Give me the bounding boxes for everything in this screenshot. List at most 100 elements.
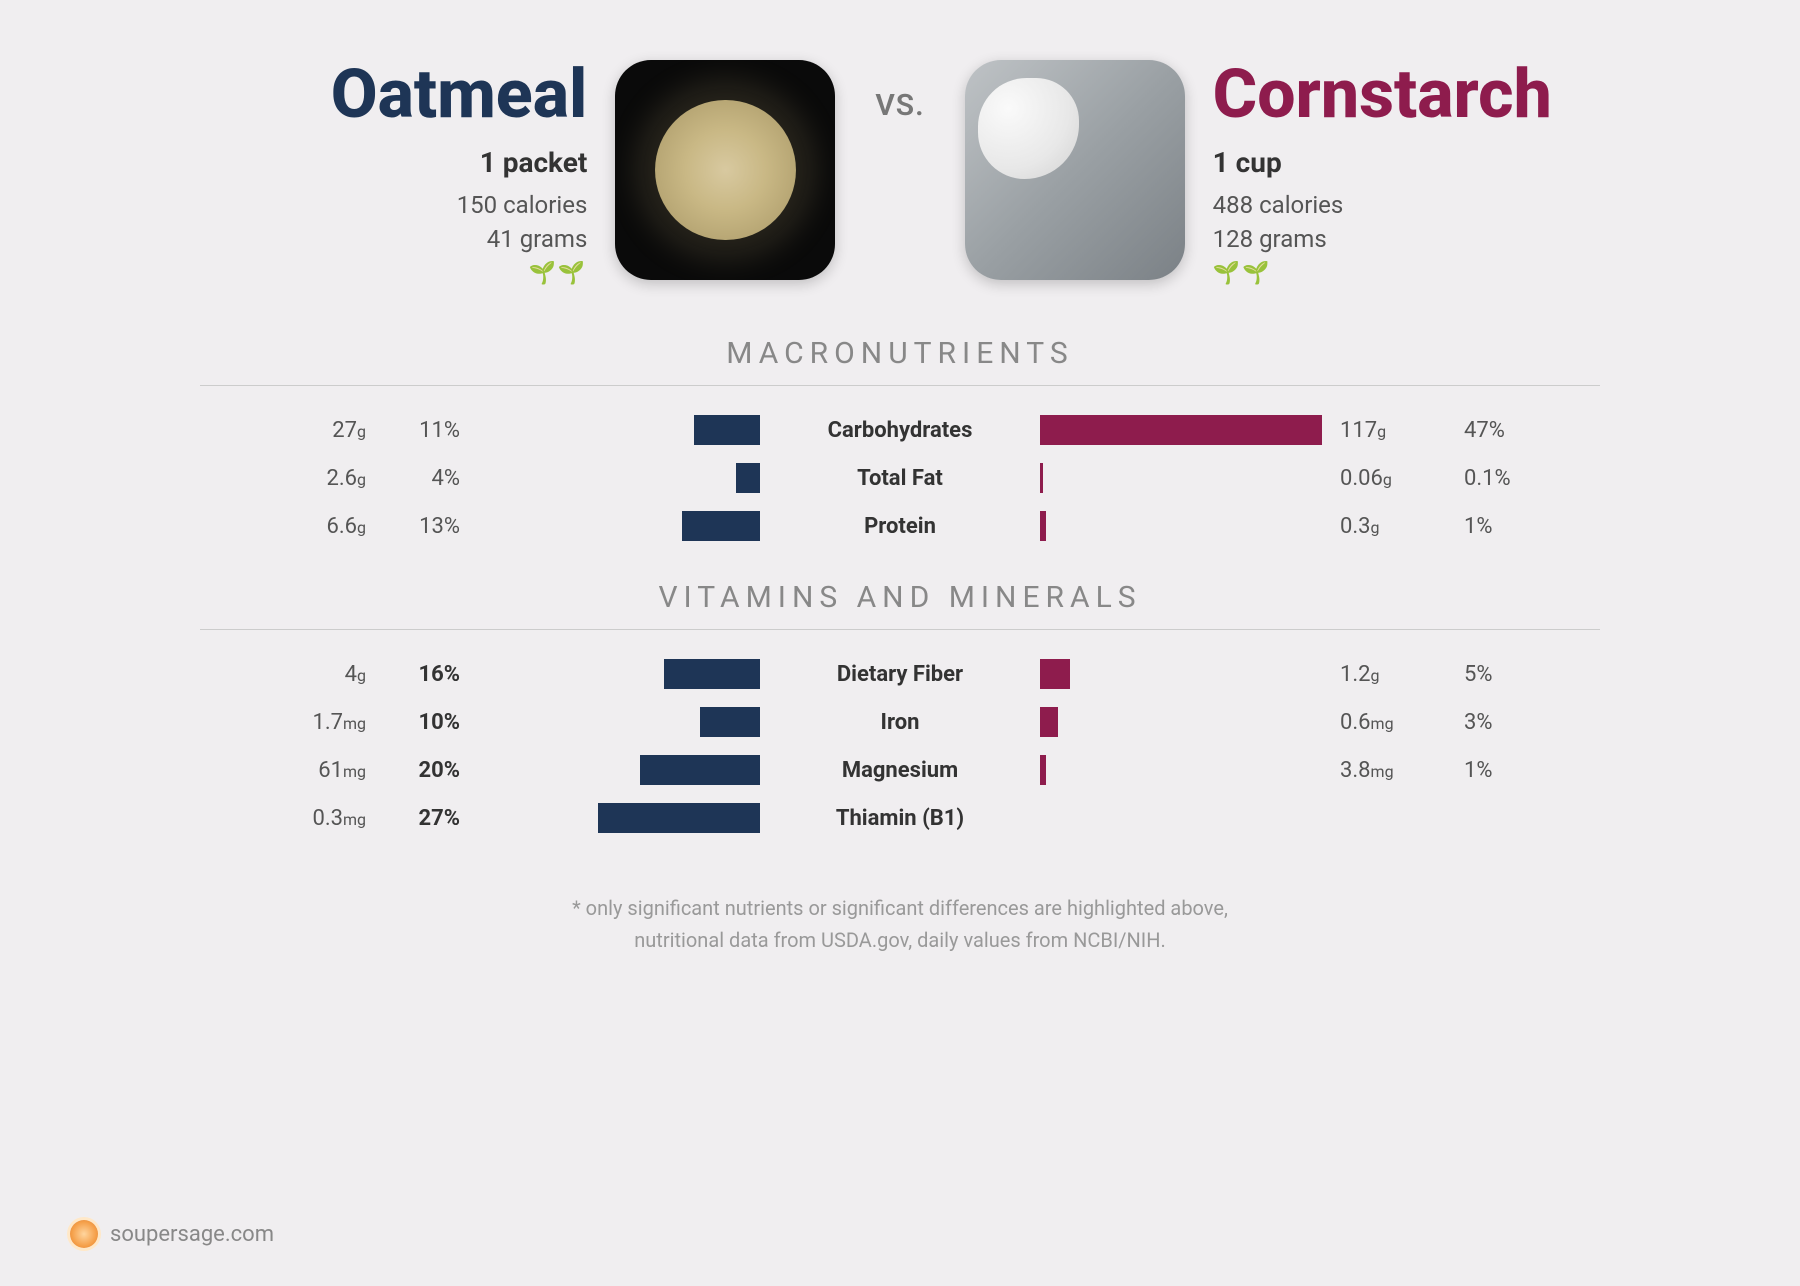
- right-bar-wrap: [1040, 415, 1340, 445]
- left-info: Oatmeal 1 packet 150 calories 41 grams 🌱…: [331, 60, 588, 286]
- left-percent: 20%: [400, 758, 460, 783]
- right-bar: [1040, 463, 1043, 493]
- right-bar-wrap: [1040, 755, 1340, 785]
- left-bar: [664, 659, 760, 689]
- left-percent: 10%: [400, 710, 460, 735]
- right-values: 0.3g1%: [1340, 514, 1600, 539]
- section-divider: [200, 385, 1600, 386]
- bars-area: Dietary Fiber: [460, 659, 1340, 689]
- left-title: Oatmeal: [331, 60, 588, 128]
- nutrient-label: Protein: [760, 514, 1040, 539]
- right-amount: 1.2g: [1340, 662, 1430, 687]
- right-percent: 1%: [1464, 514, 1524, 539]
- right-bar-wrap: [1040, 707, 1340, 737]
- left-sprouts-icon: 🌱🌱: [331, 261, 588, 286]
- left-amount: 61mg: [276, 758, 366, 783]
- left-percent: 4%: [400, 466, 460, 491]
- footnote: * only significant nutrients or signific…: [180, 892, 1620, 956]
- left-bar-wrap: [460, 511, 760, 541]
- nutrient-label: Dietary Fiber: [760, 662, 1040, 687]
- bars-area: Protein: [460, 511, 1340, 541]
- left-bar: [694, 415, 760, 445]
- left-amount: 6.6g: [276, 514, 366, 539]
- right-values: 1.2g 5%: [1340, 662, 1600, 687]
- left-serving: 1 packet: [331, 146, 588, 179]
- footnote-line1: * only significant nutrients or signific…: [180, 892, 1620, 924]
- left-bar-wrap: [460, 415, 760, 445]
- bars-area: Thiamin (B1): [460, 803, 1340, 833]
- nutrient-row: 0.3mg 27%Thiamin (B1): [200, 794, 1600, 842]
- left-values: 27g 11%: [200, 418, 460, 443]
- footnote-line2: nutritional data from USDA.gov, daily va…: [180, 924, 1620, 956]
- right-title: Cornstarch: [1213, 60, 1552, 128]
- right-bar-wrap: [1040, 803, 1340, 833]
- nutrient-sections: Macronutrients 27g 11% Carbohydrates 117g47%…: [180, 336, 1620, 842]
- left-values: 6.6g 13%: [200, 514, 460, 539]
- compare-header: Oatmeal 1 packet 150 calories 41 grams 🌱…: [180, 60, 1620, 286]
- left-values: 2.6g 4%: [200, 466, 460, 491]
- right-bar-wrap: [1040, 659, 1340, 689]
- left-bar-wrap: [460, 659, 760, 689]
- right-values: 0.06g0.1%: [1340, 466, 1600, 491]
- left-bar-wrap: [460, 707, 760, 737]
- right-bar: [1040, 659, 1070, 689]
- right-percent: 3%: [1464, 710, 1524, 735]
- left-bar: [700, 707, 760, 737]
- right-bar: [1040, 707, 1058, 737]
- right-amount: 0.6mg: [1340, 710, 1430, 735]
- left-percent: 27%: [400, 806, 460, 831]
- right-food-image: [965, 60, 1185, 280]
- left-amount: 0.3mg: [276, 806, 366, 831]
- nutrient-row: 61mg 20%Magnesium3.8mg1%: [200, 746, 1600, 794]
- left-bar: [682, 511, 760, 541]
- right-info: Cornstarch 1 cup 488 calories 128 grams …: [1213, 60, 1552, 286]
- brand-name: soupersage.com: [110, 1222, 274, 1247]
- bars-area: Iron: [460, 707, 1340, 737]
- infographic-container: Oatmeal 1 packet 150 calories 41 grams 🌱…: [180, 0, 1620, 956]
- left-calories: 150 calories: [331, 191, 588, 219]
- right-calories: 488 calories: [1213, 191, 1552, 219]
- right-bar: [1040, 415, 1322, 445]
- right-bar: [1040, 755, 1046, 785]
- left-values: 61mg 20%: [200, 758, 460, 783]
- left-bar: [736, 463, 760, 493]
- brand-footer: soupersage.com: [70, 1220, 274, 1248]
- right-percent: 47%: [1464, 418, 1524, 443]
- right-bar-wrap: [1040, 463, 1340, 493]
- left-amount: 1.7mg: [276, 710, 366, 735]
- left-percent: 16%: [400, 662, 460, 687]
- nutrient-row: 6.6g 13% Protein 0.3g1%: [200, 502, 1600, 550]
- left-bar-wrap: [460, 463, 760, 493]
- left-bar: [640, 755, 760, 785]
- left-percent: 11%: [400, 418, 460, 443]
- bars-area: Carbohydrates: [460, 415, 1340, 445]
- right-amount: 3.8mg: [1340, 758, 1430, 783]
- right-percent: 0.1%: [1464, 466, 1524, 491]
- vs-label: vs.: [875, 88, 924, 123]
- nutrient-row: 27g 11% Carbohydrates 117g47%: [200, 406, 1600, 454]
- left-amount: 27g: [276, 418, 366, 443]
- bars-area: Magnesium: [460, 755, 1340, 785]
- right-sprouts-icon: 🌱🌱: [1213, 261, 1552, 286]
- brand-logo-icon: [70, 1220, 98, 1248]
- left-bar-wrap: [460, 755, 760, 785]
- bars-area: Total Fat: [460, 463, 1340, 493]
- section-title: Macronutrients: [180, 336, 1620, 371]
- nutrient-row: 4g16% Dietary Fiber 1.2g 5%: [200, 650, 1600, 698]
- left-food-image: [615, 60, 835, 280]
- left-amount: 2.6g: [276, 466, 366, 491]
- right-grams: 128 grams: [1213, 225, 1552, 253]
- nutrient-label: Iron: [760, 710, 1040, 735]
- section-title: Vitamins and Minerals: [180, 580, 1620, 615]
- right-bar: [1040, 511, 1046, 541]
- nutrient-row: 1.7mg 10% Iron 0.6mg 3%: [200, 698, 1600, 746]
- right-percent: 5%: [1464, 662, 1524, 687]
- right-values: 117g47%: [1340, 418, 1600, 443]
- left-percent: 13%: [400, 514, 460, 539]
- section-divider: [200, 629, 1600, 630]
- left-values: 1.7mg 10%: [200, 710, 460, 735]
- nutrient-label: Carbohydrates: [760, 418, 1040, 443]
- right-values: 3.8mg1%: [1340, 758, 1600, 783]
- left-values: 4g16%: [200, 662, 460, 687]
- nutrient-label: Total Fat: [760, 466, 1040, 491]
